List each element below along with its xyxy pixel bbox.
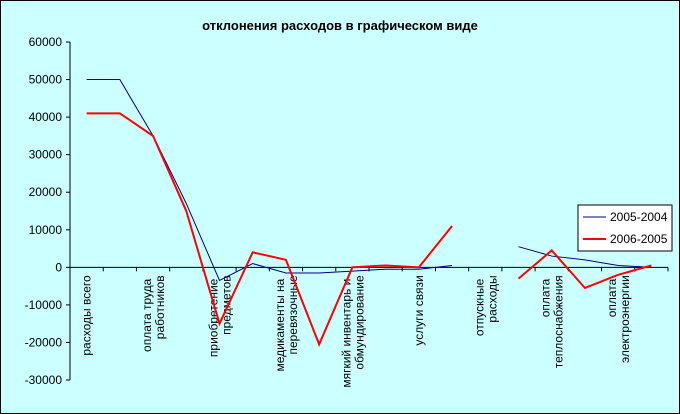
y-tick-label: 10000 xyxy=(29,223,63,237)
y-tick-label: -20000 xyxy=(25,335,63,349)
x-tick-label-line: теплоснабжения xyxy=(552,275,566,368)
x-tick-label: приобретение предметов xyxy=(207,275,234,357)
y-tick-label: 40000 xyxy=(29,110,63,124)
x-tick-label-line: обмундирование xyxy=(352,275,366,370)
x-tick-label: оплата электроэнергии xyxy=(605,275,632,363)
chart-title: отклонения расходов в графическом виде xyxy=(202,18,478,33)
series-line xyxy=(86,79,652,282)
legend-label: 2005-2004 xyxy=(610,210,668,224)
y-tick-label: 30000 xyxy=(29,148,63,162)
y-tick-label: 0 xyxy=(55,260,62,274)
x-tick-label: услуги связи xyxy=(412,275,426,345)
x-tick-label-line: приобретение xyxy=(207,275,221,357)
x-tick-label-line: мягкий инвентарь и xyxy=(339,275,353,387)
y-tick-label: 20000 xyxy=(29,185,63,199)
x-tick-label: мягкий инвентарь и обмундирование xyxy=(339,275,366,388)
y-tick-label: -30000 xyxy=(25,373,63,387)
x-tick-label-line: перевязочные xyxy=(286,275,300,355)
x-tick-label-line: электроэнергии xyxy=(618,275,632,363)
x-tick-label-line: медикаменты на xyxy=(273,275,287,371)
x-tick-label: оплата теплоснабжения xyxy=(539,275,566,368)
x-tick-label-line: оплата труда xyxy=(140,275,154,352)
legend-label: 2006-2005 xyxy=(610,232,668,246)
x-tick-label-line: оплата xyxy=(539,275,553,317)
x-tick-label-line: работников xyxy=(153,275,167,339)
x-tick-label: отпускные расходы xyxy=(472,275,499,336)
y-tick-label: 50000 xyxy=(29,73,63,87)
x-tick-label: оплата труда работников xyxy=(140,275,167,352)
x-tick-label: медикаменты на перевязочные xyxy=(273,275,300,372)
x-tick-label: расходы всего xyxy=(80,275,94,356)
y-tick-label: 60000 xyxy=(29,35,63,49)
y-tick-label: -10000 xyxy=(25,298,63,312)
x-tick-label-line: отпускные xyxy=(472,275,486,336)
x-tick-label-line: расходы xyxy=(485,275,499,322)
series-line xyxy=(86,112,652,347)
legend-box xyxy=(577,204,673,252)
x-tick-label-line: предметов xyxy=(220,275,234,335)
x-tick-label-line: оплата xyxy=(605,275,619,317)
